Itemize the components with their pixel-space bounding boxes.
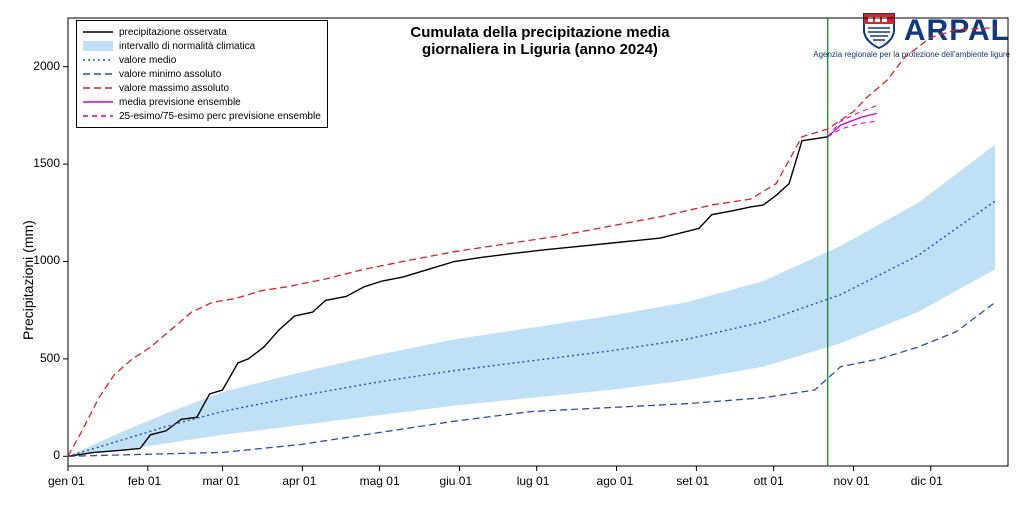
x-tick-label: nov 01: [833, 474, 869, 488]
x-tick-label: giu 01: [439, 474, 472, 488]
x-tick-label: apr 01: [282, 474, 316, 488]
x-tick-label: mag 01: [360, 474, 400, 488]
x-tick-label: feb 01: [128, 474, 161, 488]
x-tick-label: dic 01: [911, 474, 943, 488]
normality-band: [68, 145, 995, 457]
y-tick-label: 0: [53, 448, 60, 462]
x-tick-label: lug 01: [517, 474, 550, 488]
x-tick-label: mar 01: [203, 474, 240, 488]
x-tick-label: ott 01: [754, 474, 784, 488]
x-tick-label: set 01: [676, 474, 709, 488]
y-tick-label: 500: [40, 351, 60, 365]
y-tick-label: 1000: [33, 253, 60, 267]
y-tick-label: 1500: [33, 156, 60, 170]
x-tick-label: gen 01: [48, 474, 85, 488]
y-tick-label: 2000: [33, 59, 60, 73]
series-ens_mean: [828, 113, 877, 136]
plot-area: [0, 0, 1024, 512]
x-tick-label: ago 01: [597, 474, 634, 488]
chart-container: Precipitazioni (mm) Cumulata della preci…: [0, 0, 1024, 512]
